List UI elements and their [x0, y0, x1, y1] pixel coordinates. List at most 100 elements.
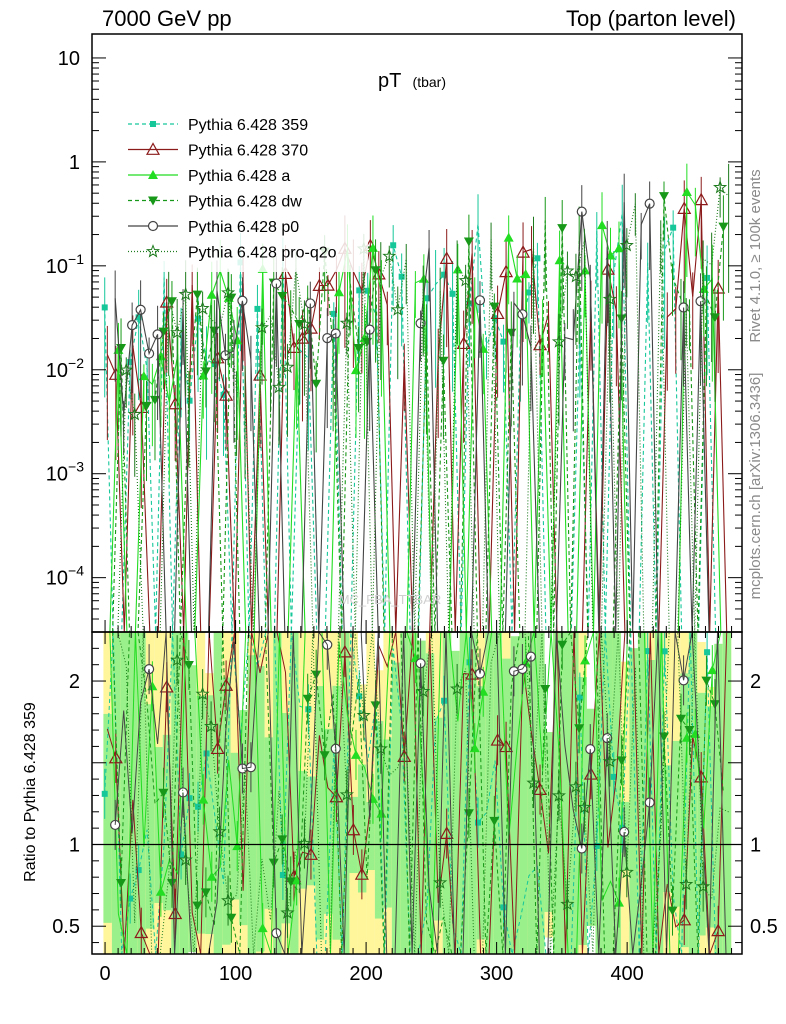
- ratio-band-green: [128, 632, 138, 954]
- header-right: Top (parton level): [566, 6, 736, 31]
- ratio-band-green: [570, 632, 579, 954]
- ratio-band-green: [612, 632, 621, 954]
- marker-star: [373, 741, 388, 755]
- x-tick-label: 100: [219, 963, 252, 985]
- ratio-band-green: [705, 706, 715, 928]
- y-tick-exp: −2: [68, 355, 84, 371]
- marker-square: [449, 290, 456, 297]
- ratio-band-yellow: [349, 632, 358, 954]
- ratio-band-green: [264, 737, 274, 909]
- ratio-series-5: [117, 631, 729, 955]
- y-tick-label: 10−1: [46, 251, 84, 278]
- marker-triangle-down: [116, 878, 127, 888]
- ratio-band-green: [273, 632, 282, 954]
- marker-star: [170, 652, 185, 667]
- marker-square: [330, 310, 337, 317]
- ratio-band-green: [688, 632, 698, 954]
- marker-star: [560, 263, 575, 277]
- marker-star: [696, 879, 711, 893]
- ratio-series-0: [101, 631, 725, 955]
- marker-star: [221, 285, 236, 299]
- marker-triangle: [354, 867, 369, 880]
- ratio-band-green: [637, 632, 647, 954]
- legend-label: Pythia 6.428 pro-q2o: [188, 245, 337, 262]
- x-tick-label: 0: [99, 963, 110, 985]
- marker-square: [475, 819, 482, 826]
- ratio-band-green: [510, 636, 520, 954]
- marker-triangle: [711, 923, 726, 937]
- ratio-band-green: [603, 632, 613, 954]
- legend-background: [118, 110, 368, 272]
- ratio-band-green: [722, 632, 732, 954]
- ratio-band-green: [434, 717, 443, 921]
- marker-star: [145, 244, 161, 258]
- ratio-band-green: [663, 765, 672, 893]
- marker-square: [576, 694, 583, 701]
- y-tick-label: 1: [69, 152, 80, 174]
- marker-star: [271, 379, 287, 394]
- ratio-band-green: [502, 658, 511, 954]
- marker-star: [297, 316, 312, 331]
- marker-triangle-down: [311, 379, 322, 389]
- marker-star: [458, 273, 473, 287]
- series-3: [112, 181, 729, 633]
- y-tick-exp: −3: [68, 459, 84, 475]
- ratio-band-green: [162, 734, 172, 911]
- marker-triangle-down: [277, 835, 288, 845]
- ratio-band-green: [103, 713, 112, 923]
- ratio-band-green: [527, 632, 537, 954]
- chart-title-main: pT: [378, 70, 401, 92]
- marker-triangle-down: [268, 858, 279, 868]
- marker-square: [178, 851, 185, 858]
- ratio-band-green: [587, 708, 596, 926]
- y-tick-exp: −1: [68, 251, 84, 267]
- marker-square: [704, 274, 711, 281]
- marker-triangle-down: [709, 313, 720, 323]
- y-tick-label: 10−2: [46, 355, 84, 382]
- marker-square: [101, 790, 108, 797]
- ratio-band-green: [205, 695, 214, 935]
- ratio-band-green: [680, 673, 689, 948]
- legend-label: Pythia 6.428 dw: [188, 194, 302, 211]
- ratio-band-green: [188, 665, 197, 953]
- ratio-series-line: [114, 630, 727, 955]
- marker-square: [279, 871, 286, 878]
- marker-star: [280, 905, 295, 919]
- marker-triangle-down: [557, 224, 568, 234]
- ratio-band-green: [400, 632, 409, 954]
- marker-triangle-down: [684, 726, 695, 736]
- marker-triangle-down: [166, 878, 177, 888]
- ratio-ylabel: Ratio to Pythia 6.428 359: [22, 702, 39, 882]
- marker-star: [679, 876, 694, 891]
- series-0: [101, 184, 725, 633]
- ratio-band-green: [196, 695, 206, 934]
- marker-star: [526, 775, 541, 790]
- rivet-label: Rivet 4.1.0, ≥ 100k events: [747, 169, 764, 342]
- ratio-tick-label: 0.5: [52, 916, 80, 938]
- marker-star: [195, 686, 210, 701]
- ratio-tick-label: 1: [69, 834, 80, 856]
- ratio-band-green: [468, 632, 477, 954]
- ratio-band-green: [476, 686, 486, 940]
- ratio-band-green: [315, 686, 325, 940]
- marker-star: [280, 359, 295, 374]
- marker-triangle-down: [226, 913, 237, 923]
- ratio-band-green: [442, 632, 452, 954]
- mcplots-label: mcplots.cern.ch [arXiv:1306.3436]: [747, 373, 764, 600]
- marker-triangle-down: [200, 367, 211, 377]
- legend-label: Pythia 6.428 359: [188, 117, 308, 134]
- ratio-band-green: [561, 632, 571, 954]
- marker-triangle: [210, 741, 225, 755]
- marker-square: [195, 315, 202, 322]
- marker-triangle-filled: [452, 264, 463, 274]
- ratio-band-green: [120, 632, 129, 954]
- ratio-band-green: [425, 653, 435, 954]
- marker-star: [433, 875, 448, 889]
- ratio-band-green: [247, 655, 257, 954]
- marker-star: [602, 754, 618, 768]
- marker-circle: [147, 220, 159, 232]
- marker-triangle-down: [667, 906, 678, 916]
- ratio-band-green: [459, 632, 469, 954]
